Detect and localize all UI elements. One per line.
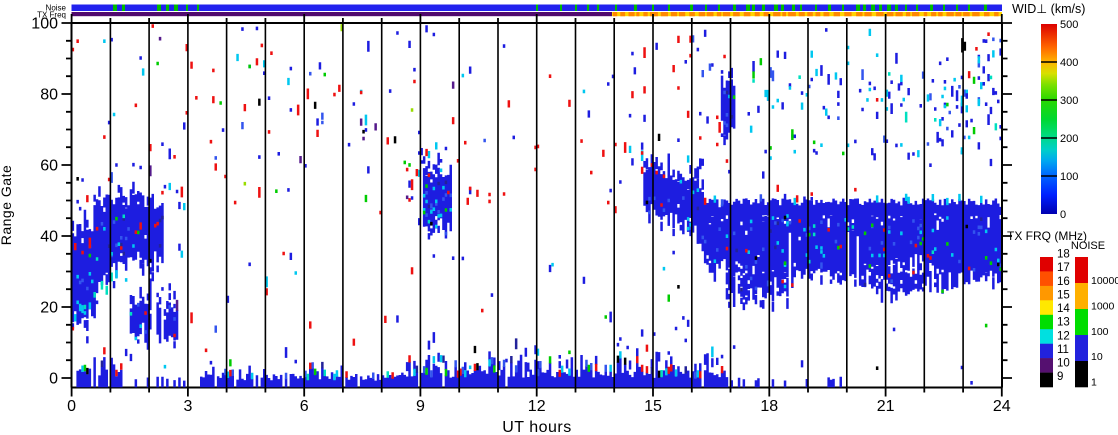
svg-text:0: 0 [1060,209,1066,221]
svg-text:0: 0 [67,398,76,415]
svg-text:13: 13 [1057,317,1070,329]
svg-text:400: 400 [1060,57,1078,69]
svg-text:11: 11 [1057,344,1069,356]
svg-text:6: 6 [300,398,309,415]
svg-text:80: 80 [40,87,58,104]
svg-text:12: 12 [1057,330,1070,342]
svg-text:21: 21 [877,398,895,415]
svg-text:WID⊥ (km/s): WID⊥ (km/s) [1012,2,1085,16]
svg-text:10: 10 [1091,351,1103,363]
svg-text:16: 16 [1057,276,1070,288]
svg-text:Range Gate: Range Gate [0,165,14,246]
svg-text:TX FRQ (MHz): TX FRQ (MHz) [1007,229,1087,243]
svg-text:Noise: Noise [46,4,67,13]
svg-text:3: 3 [183,398,192,415]
svg-text:17: 17 [1057,262,1070,274]
svg-text:14: 14 [1057,303,1070,315]
svg-text:100: 100 [31,16,58,33]
svg-text:500: 500 [1060,19,1078,31]
svg-text:0: 0 [49,371,58,388]
svg-text:10: 10 [1057,358,1070,370]
svg-text:NOISE: NOISE [1071,240,1105,252]
svg-text:9: 9 [416,398,425,415]
svg-text:10000: 10000 [1091,275,1118,287]
svg-text:300: 300 [1060,95,1078,107]
svg-text:1: 1 [1091,377,1097,389]
svg-text:18: 18 [760,398,778,415]
svg-text:40: 40 [40,229,58,246]
svg-text:TX Freq: TX Freq [37,11,66,20]
svg-text:60: 60 [40,158,58,175]
svg-text:9: 9 [1057,371,1063,383]
svg-text:15: 15 [644,398,662,415]
svg-text:100: 100 [1060,171,1078,183]
svg-text:200: 200 [1060,133,1078,145]
svg-text:18: 18 [1057,249,1070,261]
svg-text:20: 20 [40,300,58,317]
svg-text:24: 24 [993,398,1011,415]
svg-text:12: 12 [528,398,546,415]
svg-text:100: 100 [1091,326,1109,338]
svg-text:UT hours: UT hours [502,419,572,435]
svg-text:1000: 1000 [1091,300,1115,312]
svg-text:15: 15 [1057,289,1070,301]
